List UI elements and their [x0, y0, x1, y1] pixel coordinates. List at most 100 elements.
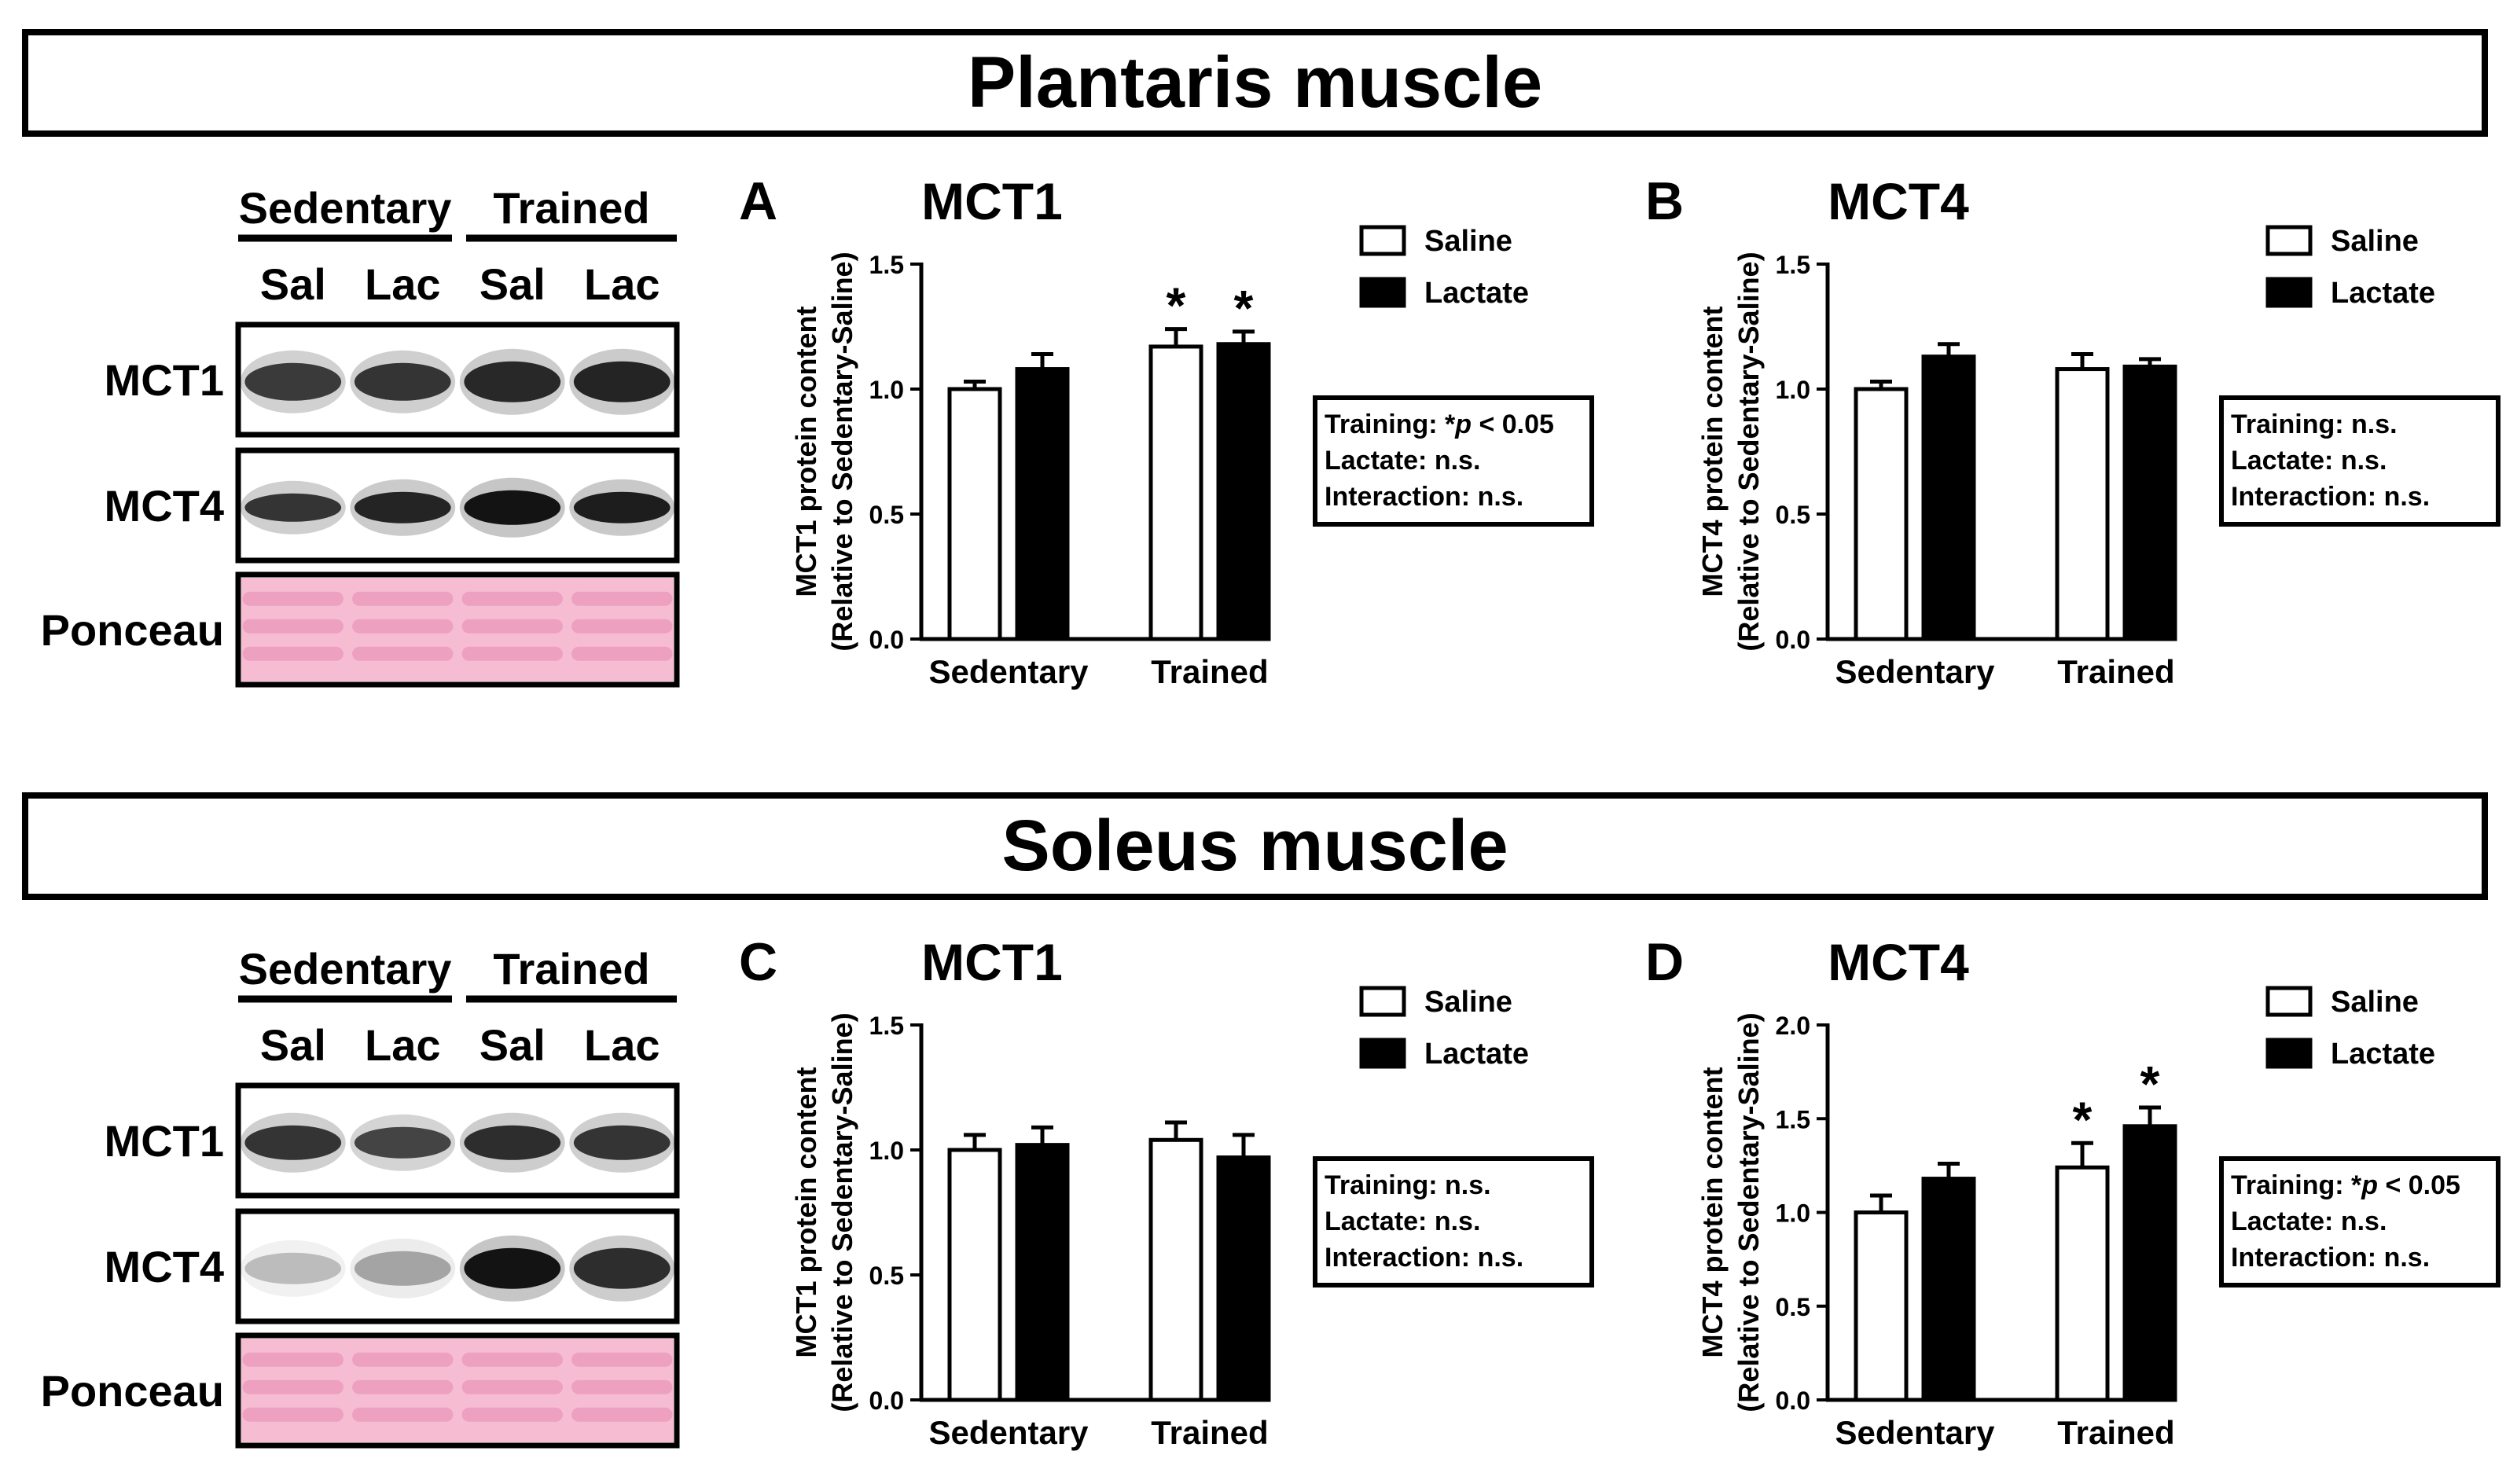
bar-lactate	[1015, 1143, 1070, 1402]
blot-group-label: Sedentary	[239, 183, 452, 233]
y-axis-label: (Relative to Sedentary-Saline)	[826, 1012, 858, 1412]
bar-lactate	[1015, 367, 1070, 641]
blot-lane-label: Sal	[260, 259, 326, 309]
legend-label: Lactate	[1424, 1038, 1529, 1071]
protein-band	[354, 1251, 451, 1286]
stats-line: Training: n.s.	[2231, 410, 2398, 439]
stats-box	[2219, 395, 2500, 527]
protein-band-halo	[240, 1112, 346, 1173]
y-axis-label: MCT1 protein content	[790, 1067, 822, 1357]
bar-lactate	[1216, 1155, 1271, 1402]
stats-box	[2219, 1156, 2500, 1287]
ponceau-band	[352, 1379, 454, 1394]
bar-saline	[1148, 1137, 1203, 1402]
y-tick-label: 0.0	[1776, 626, 1810, 654]
blot-row-label: MCT4	[105, 481, 224, 531]
blot-row-label: Ponceau	[41, 605, 224, 655]
legend-label: Saline	[2331, 986, 2419, 1019]
protein-band	[464, 1125, 561, 1160]
y-tick-label: 0.0	[869, 1387, 904, 1415]
protein-band	[464, 490, 561, 525]
y-tick-label: 1.5	[1776, 251, 1810, 279]
ponceau-band	[352, 619, 454, 634]
protein-band	[464, 361, 561, 402]
blot-lane-label: Lac	[584, 1020, 660, 1070]
y-tick-label: 0.5	[1776, 501, 1810, 529]
bar-saline	[2055, 1165, 2110, 1402]
ponceau-band	[461, 1352, 563, 1367]
legend-label: Lactate	[1424, 277, 1529, 310]
western-blot: Sedentary Trained Sal Lac Sal Lac MCT1 MCT4 Ponc…	[41, 944, 680, 1449]
y-tick-label: 1.5	[869, 1012, 904, 1040]
legend-swatch-lactate	[1359, 277, 1406, 308]
blot-group-label: Trained	[493, 944, 649, 994]
y-tick-label: 1.0	[1776, 376, 1810, 404]
bar-chart-panel: A MCT1 MCT1 protein content (Relative to Se…	[739, 171, 1594, 690]
ponceau-band	[352, 1407, 454, 1422]
blot-lane-label: Lac	[365, 259, 441, 309]
protein-band-halo	[459, 1112, 565, 1173]
x-tick-label: Trained	[1151, 653, 1268, 690]
protein-band-halo	[569, 1112, 675, 1173]
ponceau-band	[242, 646, 344, 661]
stats-line: Lactate: n.s.	[2231, 446, 2387, 476]
protein-band-halo	[350, 350, 456, 413]
ponceau-band	[242, 1352, 344, 1367]
ponceau-band	[461, 591, 563, 606]
legend-swatch-lactate	[1359, 1038, 1406, 1069]
legend-swatch-saline	[1359, 986, 1406, 1017]
blot-lane-label: Sal	[480, 259, 546, 309]
legend-label: Lactate	[2331, 277, 2435, 310]
legend-swatch-lactate	[2265, 1038, 2313, 1069]
blot-frame	[235, 321, 680, 438]
blot-row-label: MCT1	[105, 1116, 224, 1166]
ponceau-band	[461, 1407, 563, 1422]
y-axis-label: MCT4 protein content	[1696, 1067, 1729, 1357]
blot-lane-label: Lac	[584, 259, 660, 309]
protein-band	[573, 361, 671, 402]
y-tick-label: 1.5	[1776, 1105, 1810, 1133]
protein-band	[573, 1247, 671, 1289]
bar-saline	[947, 1148, 1002, 1402]
protein-band-halo	[459, 477, 565, 538]
bar-saline	[2055, 367, 2110, 641]
ponceau-band	[461, 1379, 563, 1394]
x-tick-label: Sedentary	[1835, 653, 1995, 690]
soleus-title: Soleus muscle	[1001, 806, 1508, 886]
plantaris-banner: Plantaris muscle	[22, 29, 2488, 137]
bar-chart-panel: D MCT4 MCT4 protein content (Relative to Se…	[1645, 932, 2500, 1451]
protein-band	[354, 491, 451, 523]
blot-row-label: MCT4	[105, 1242, 224, 1291]
y-axis-label: (Relative to Sedentary-Saline)	[1733, 252, 1765, 651]
significance-marker: *	[1234, 280, 1254, 336]
y-tick-label: 1.0	[869, 376, 904, 404]
stats-line: Training: *p < 0.05	[1325, 410, 1554, 439]
y-tick-label: 0.0	[869, 626, 904, 654]
blot-lane-label: Lac	[365, 1020, 441, 1070]
protein-band-halo	[350, 479, 456, 536]
blot-frame	[235, 571, 680, 688]
x-tick-label: Trained	[1151, 1414, 1268, 1451]
chart-title: MCT1	[921, 172, 1063, 230]
protein-band-halo	[240, 480, 346, 534]
ponceau-band	[571, 619, 673, 634]
stats-line: Interaction: n.s.	[1325, 482, 1523, 512]
blot-lane-label: Sal	[480, 1020, 546, 1070]
y-tick-label: 0.5	[869, 501, 904, 529]
stats-line: Lactate: n.s.	[1325, 1207, 1480, 1236]
panel-letter: C	[739, 932, 777, 992]
ponceau-band	[461, 619, 563, 634]
y-tick-label: 0.5	[1776, 1293, 1810, 1321]
ponceau-band	[242, 1407, 344, 1422]
x-tick-label: Sedentary	[928, 653, 1089, 690]
stats-line: Training: n.s.	[1325, 1170, 1491, 1200]
x-tick-label: Trained	[2057, 1414, 2174, 1451]
blot-lane-label: Sal	[260, 1020, 326, 1070]
stats-box	[1313, 395, 1594, 527]
y-axis-label: MCT4 protein content	[1696, 306, 1729, 597]
y-axis-label: MCT1 protein content	[790, 306, 822, 597]
bar-saline	[1854, 1210, 1909, 1402]
bar-chart-panel: C MCT1 MCT1 protein content (Relative to Se…	[739, 932, 1594, 1451]
bar-saline	[1854, 387, 1909, 641]
blot-row-label: MCT1	[105, 355, 224, 405]
